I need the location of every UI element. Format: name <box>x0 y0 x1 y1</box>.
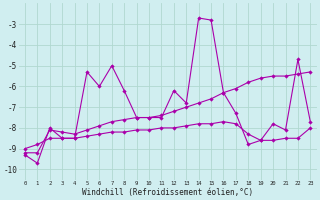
X-axis label: Windchill (Refroidissement éolien,°C): Windchill (Refroidissement éolien,°C) <box>82 188 253 197</box>
